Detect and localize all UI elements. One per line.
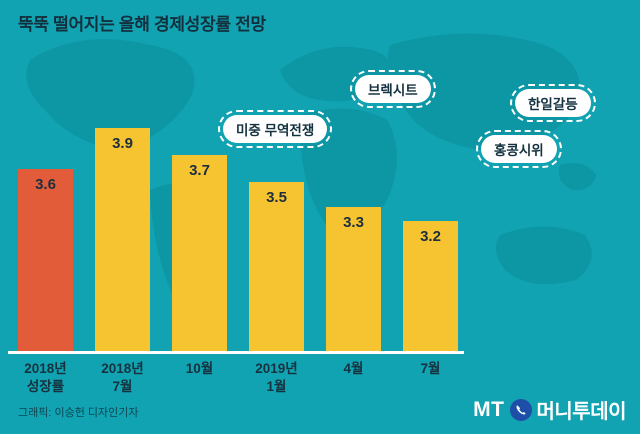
bar-2019-01: 3.5 [249,182,304,352]
x-label-2019-07: 7월 [420,361,441,376]
moneytoday-logo: MT 머니투데이 [473,395,626,424]
bar-chart: 3.6 3.9 3.7 3.5 3.3 3.2 [18,128,458,352]
bar-value: 3.7 [189,162,210,179]
annotation-trade-war: 미중 무역전쟁 [218,110,333,148]
annotation-hongkong: 홍콩시위 [476,130,562,168]
annotation-hongkong-label: 홍콩시위 [481,135,557,163]
axis-baseline [8,351,464,354]
phone-icon [509,398,532,421]
bar-value: 3.3 [343,214,364,231]
bar-value: 3.2 [420,228,441,245]
annotation-korea-japan: 한일갈등 [510,84,596,122]
annotation-brexit-label: 브렉시트 [355,75,431,103]
x-label-2019-01: 2019년 1월 [255,361,298,395]
logo-name-text: 머니투데이 [536,401,627,423]
bar-2018-growth: 3.6 [18,169,73,352]
annotation-trade-war-label: 미중 무역전쟁 [223,115,328,143]
graphic-credit: 그래픽: 이승헌 디자인기자 [18,407,139,419]
annotation-korea-japan-label: 한일갈등 [515,89,591,117]
bar-value: 3.9 [112,135,133,152]
bar-2018-10: 3.7 [172,155,227,352]
bar-value: 3.5 [266,189,287,206]
annotation-brexit: 브렉시트 [350,70,436,108]
x-label-2018-10: 10월 [185,361,214,376]
page-title: 뚝뚝 떨어지는 올해 경제성장률 전망 [18,15,266,34]
logo-mt-text: MT [473,397,505,421]
bar-2018-07: 3.9 [95,128,150,352]
x-axis-labels: 2018년 성장률 2018년 7월 10월 2019년 1월 4월 7월 [18,360,452,396]
x-label-2018-growth: 2018년 성장률 [24,361,67,395]
x-label-2019-04: 4월 [343,361,364,376]
x-label-2018-07: 2018년 7월 [101,361,144,395]
bar-2019-04: 3.3 [326,207,381,352]
bar-2019-07: 3.2 [403,221,458,352]
bar-value: 3.6 [35,176,56,193]
